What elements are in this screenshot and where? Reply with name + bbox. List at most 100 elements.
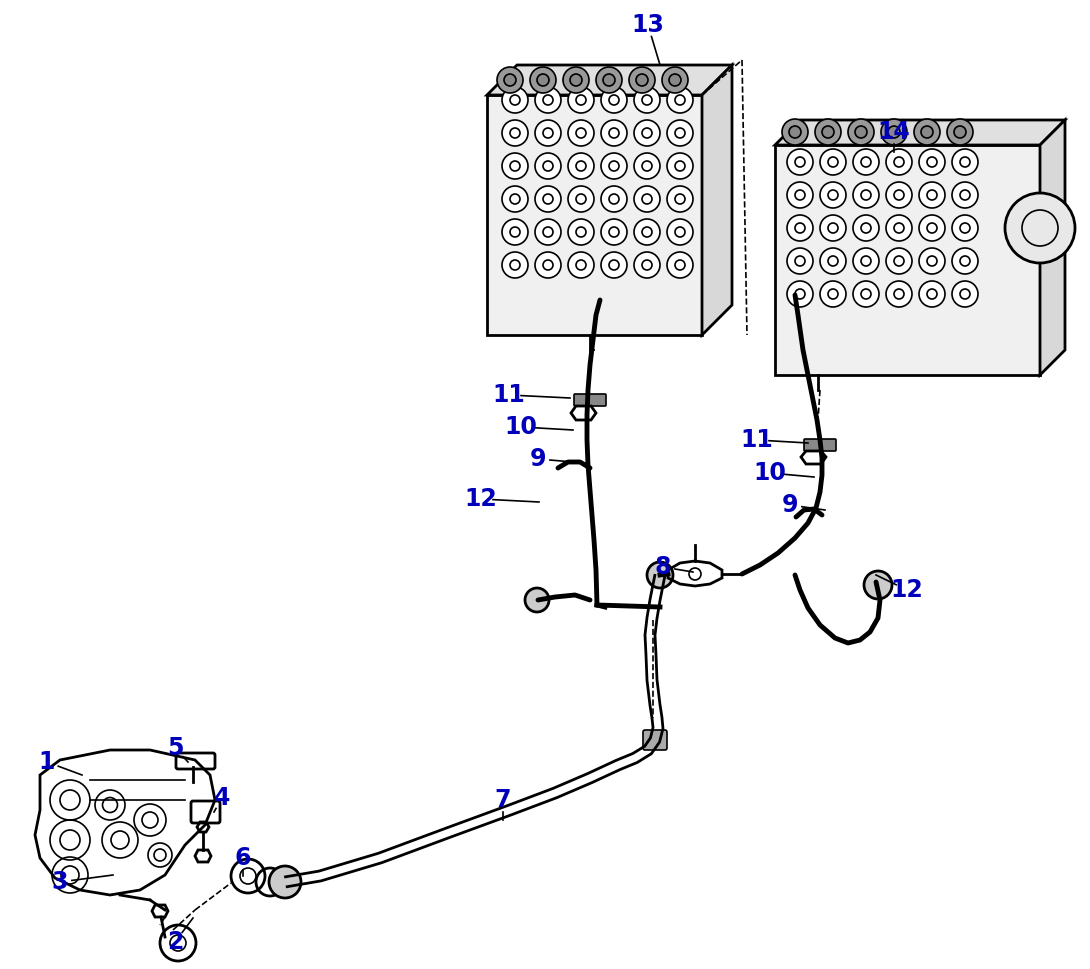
Circle shape [568,252,594,278]
Circle shape [535,153,561,179]
Circle shape [952,248,978,274]
Circle shape [855,126,867,138]
Circle shape [502,87,528,113]
Circle shape [568,153,594,179]
Circle shape [568,120,594,146]
Circle shape [919,182,945,208]
Circle shape [919,149,945,175]
Circle shape [568,87,594,113]
Circle shape [853,215,879,241]
Circle shape [570,74,582,86]
Circle shape [601,186,627,212]
FancyBboxPatch shape [574,394,606,406]
Text: 5: 5 [167,736,183,760]
Text: 8: 8 [655,555,671,579]
Circle shape [502,186,528,212]
Text: 11: 11 [493,383,525,407]
Circle shape [504,74,516,86]
Circle shape [634,186,661,212]
Circle shape [568,219,594,245]
Circle shape [787,248,813,274]
Circle shape [603,74,615,86]
Text: 9: 9 [782,493,798,517]
Circle shape [635,74,647,86]
Circle shape [568,186,594,212]
Circle shape [667,186,693,212]
Circle shape [952,149,978,175]
Circle shape [952,215,978,241]
Circle shape [629,67,655,93]
Circle shape [919,281,945,307]
Circle shape [667,153,693,179]
Circle shape [915,119,940,145]
Circle shape [820,248,846,274]
Text: 13: 13 [631,13,665,37]
Circle shape [853,281,879,307]
Polygon shape [775,120,1065,145]
Circle shape [667,87,693,113]
Circle shape [787,149,813,175]
Circle shape [888,126,900,138]
Text: 10: 10 [505,415,537,439]
Circle shape [667,120,693,146]
FancyBboxPatch shape [487,95,702,335]
Circle shape [853,149,879,175]
Circle shape [886,149,912,175]
Circle shape [647,562,673,588]
Circle shape [634,120,661,146]
Circle shape [502,153,528,179]
Circle shape [601,153,627,179]
Text: 9: 9 [530,447,546,471]
Circle shape [886,281,912,307]
Circle shape [502,120,528,146]
Circle shape [864,571,892,599]
Circle shape [525,588,549,612]
Circle shape [537,74,549,86]
Circle shape [787,281,813,307]
Circle shape [848,119,874,145]
Text: 11: 11 [740,428,774,452]
Circle shape [886,182,912,208]
Circle shape [535,219,561,245]
Circle shape [787,182,813,208]
Circle shape [921,126,933,138]
Circle shape [667,252,693,278]
Circle shape [822,126,834,138]
Circle shape [881,119,907,145]
Polygon shape [1040,120,1065,375]
Circle shape [789,126,801,138]
Circle shape [502,252,528,278]
Polygon shape [487,65,732,95]
Circle shape [634,252,661,278]
Circle shape [886,248,912,274]
Circle shape [634,87,661,113]
Circle shape [497,67,523,93]
Text: 12: 12 [464,487,497,511]
Circle shape [853,248,879,274]
Circle shape [1005,193,1075,263]
Circle shape [502,219,528,245]
Circle shape [820,182,846,208]
Text: 6: 6 [234,846,252,870]
Circle shape [952,182,978,208]
Circle shape [634,153,661,179]
Text: 3: 3 [51,870,69,894]
Circle shape [820,281,846,307]
Circle shape [667,219,693,245]
Circle shape [634,219,661,245]
Circle shape [853,182,879,208]
Circle shape [596,67,622,93]
Circle shape [535,87,561,113]
Circle shape [952,281,978,307]
Text: 7: 7 [495,788,511,812]
Text: 12: 12 [891,578,923,602]
Circle shape [919,248,945,274]
Circle shape [535,186,561,212]
Circle shape [535,120,561,146]
Text: 10: 10 [753,461,787,485]
Circle shape [954,126,966,138]
Text: 14: 14 [877,120,910,144]
FancyBboxPatch shape [775,145,1040,375]
Circle shape [530,67,556,93]
Polygon shape [702,65,732,335]
